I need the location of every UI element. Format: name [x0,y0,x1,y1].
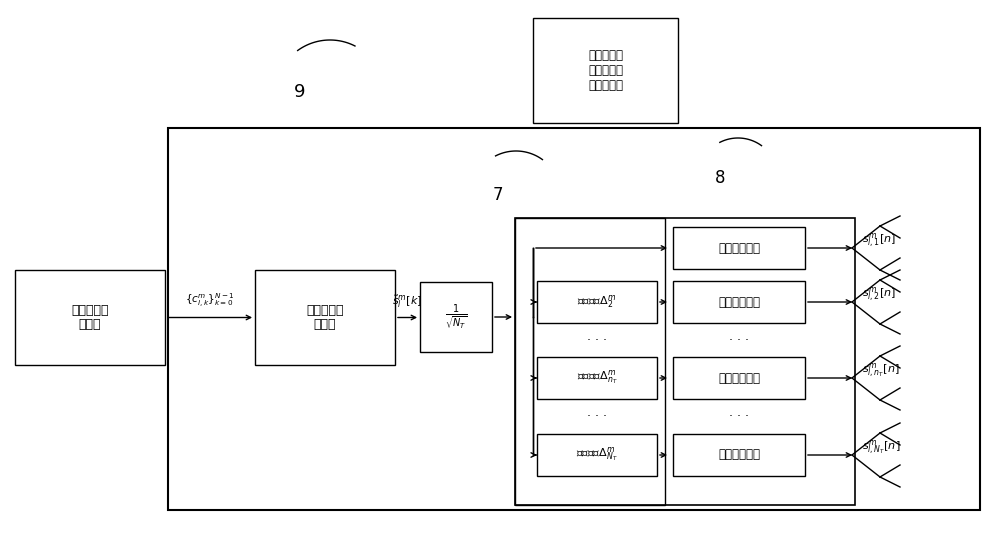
Text: 7: 7 [493,186,503,204]
Bar [673,434,805,476]
Text: 循环移位$\Delta^m_2$: 循环移位$\Delta^m_2$ [577,294,617,311]
Text: · · ·: · · · [729,334,749,346]
Bar [537,357,657,399]
Text: 逆傅立叶变
换单元: 逆傅立叶变 换单元 [306,303,344,332]
Text: $\{c^m_{l,k}\}^{N-1}_{k=0}$: $\{c^m_{l,k}\}^{N-1}_{k=0}$ [185,292,235,310]
Bar [673,357,805,399]
Text: $s^m_{l,1}[n]$: $s^m_{l,1}[n]$ [862,232,896,250]
Bar [420,282,492,352]
Bar [673,281,805,323]
Bar [255,270,395,365]
Text: · · ·: · · · [729,410,749,423]
Bar [515,218,855,505]
Text: · · ·: · · · [587,334,607,346]
Bar [673,227,805,269]
Bar [537,434,657,476]
Text: 循环前缀单元: 循环前缀单元 [718,448,760,462]
Text: 循环前缀单元: 循环前缀单元 [718,372,760,384]
Text: $s^m_{l,N_T}[n]$: $s^m_{l,N_T}[n]$ [862,439,900,457]
Text: 循环延时信
道化矢量第
一分配单元: 循环延时信 道化矢量第 一分配单元 [588,49,623,92]
Text: 循环移位$\Delta^m_{N_T}$: 循环移位$\Delta^m_{N_T}$ [576,446,618,464]
Bar [168,128,980,510]
Text: $\tilde{s}^m_l[k]$: $\tilde{s}^m_l[k]$ [392,293,423,310]
Text: 循环前缀单元: 循环前缀单元 [718,241,760,254]
Bar [533,18,678,123]
Text: 正交幅度调
制单元: 正交幅度调 制单元 [71,303,109,332]
Text: 8: 8 [715,169,725,187]
Text: $s^m_{l,n_T}[n]$: $s^m_{l,n_T}[n]$ [862,362,900,380]
Text: $\frac{1}{\sqrt{N_T}}$: $\frac{1}{\sqrt{N_T}}$ [445,302,467,332]
Text: $s^m_{l,2}[n]$: $s^m_{l,2}[n]$ [862,286,896,304]
Bar [15,270,165,365]
Bar [515,218,665,505]
Text: 循环前缀单元: 循环前缀单元 [718,295,760,309]
Text: 循环移位$\Delta^m_{n_T}$: 循环移位$\Delta^m_{n_T}$ [577,369,617,387]
Text: 9: 9 [294,83,306,101]
Bar [537,281,657,323]
Text: · · ·: · · · [587,410,607,423]
